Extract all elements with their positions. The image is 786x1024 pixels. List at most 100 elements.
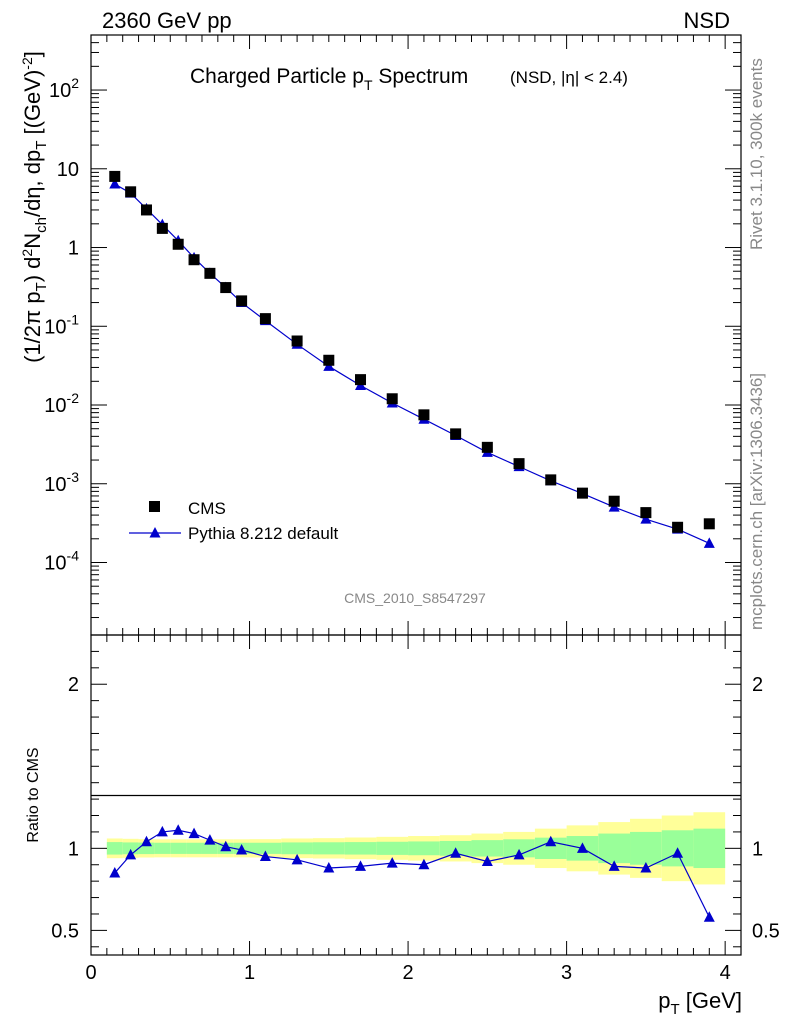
- main-panel: 10-4 10-3 10-2 10-1 1 10 102 Charged Particle …: [19, 34, 742, 636]
- ratio-band-inner: [122, 842, 139, 855]
- ratio-xtick-label: 2: [403, 962, 414, 984]
- point-cms: [513, 458, 525, 470]
- ratio-point-pythia: [418, 858, 430, 870]
- ratio-band-inner: [138, 842, 155, 855]
- point-cms: [125, 186, 137, 198]
- ratio-point-pythia: [450, 847, 462, 858]
- ratio-panel: 0.5 0.5 1 1 2 2 0 1 2 3 4 Ratio to CMS pT [GeV]: [25, 634, 780, 1018]
- ratio-band-inner: [170, 842, 187, 854]
- ratio-band-inner: [106, 842, 123, 855]
- point-cms: [545, 474, 557, 486]
- legend-label-cms: CMS: [188, 499, 226, 518]
- main-watermark: CMS_2010_S8547297: [344, 590, 486, 606]
- ratio-ytick-label-right: 1: [752, 838, 763, 860]
- main-chart-title-suffix: (NSD, |η| < 2.4): [510, 68, 628, 87]
- ratio-xtick-label: 0: [85, 962, 96, 984]
- main-series: [109, 170, 715, 548]
- ratio-point-pythia: [545, 835, 557, 847]
- ratio-xtick-label: 4: [720, 962, 731, 984]
- legend-marker-cms: [149, 501, 160, 512]
- ratio-band-inner: [312, 842, 345, 855]
- ratio-band-inner: [408, 841, 440, 856]
- point-cms: [220, 282, 232, 294]
- point-cms: [259, 313, 271, 325]
- ratio-band-inner: [186, 842, 202, 854]
- ratio-band-inner: [344, 842, 377, 855]
- point-pythia: [109, 178, 121, 189]
- ratio-bands: [106, 812, 726, 885]
- header-right: NSD: [684, 8, 730, 33]
- ratio-point-pythia: [386, 857, 398, 868]
- point-pythia: [640, 513, 652, 524]
- main-plot-frame: [90, 34, 742, 636]
- ratio-point-pythia: [291, 853, 303, 865]
- point-cms: [188, 254, 200, 266]
- ratio-band-inner: [201, 842, 218, 854]
- main-chart-title: Charged Particle pT Spectrum: [190, 65, 468, 93]
- main-ytick-label: 10: [57, 159, 79, 181]
- ratio-point-pythia: [140, 835, 152, 847]
- ratio-ytick-label-left: 0.5: [51, 920, 79, 942]
- point-cms: [576, 487, 588, 499]
- rivet-version-text: Rivet 3.1.10, 300k events: [747, 58, 766, 250]
- ratio-band-inner: [281, 842, 313, 855]
- ratio-point-pythia: [125, 848, 137, 860]
- ratio-ytick-label-right: 2: [752, 674, 763, 696]
- ratio-band-inner: [503, 839, 535, 858]
- ratio-point-pythia: [204, 834, 216, 845]
- ratio-series: [109, 824, 715, 922]
- point-cms: [291, 335, 303, 347]
- main-ytick-labels: 10-4 10-3 10-2 10-1 1 10 102: [44, 75, 79, 574]
- legend: CMS Pythia 8.212 default: [129, 499, 339, 543]
- ratio-point-pythia: [259, 850, 271, 862]
- ratio-y-axis-label: Ratio to CMS: [25, 747, 42, 842]
- main-y-axis-label: (1/2π pT) d2Nch/dη, dpT [(GeV)-2]: [19, 51, 50, 363]
- ratio-point-pythia: [156, 825, 168, 837]
- ratio-band-inner: [376, 841, 409, 855]
- main-ytick-label: 102: [49, 75, 79, 102]
- ratio-point-pythia: [109, 866, 121, 878]
- point-cms: [204, 267, 216, 279]
- series-line-pythia: [114, 183, 710, 544]
- x-axis-label: pT [GeV]: [658, 988, 742, 1018]
- ratio-band-inner: [598, 833, 631, 864]
- point-cms: [355, 374, 367, 386]
- ratio-xtick-label: 3: [561, 962, 572, 984]
- ratio-point-pythia: [513, 848, 525, 860]
- point-cms: [172, 238, 184, 250]
- mcplots-reference-text: mcplots.cern.ch [arXiv:1306.3436]: [747, 373, 766, 630]
- point-cms: [156, 222, 168, 234]
- ratio-point-pythia: [236, 843, 248, 855]
- point-cms: [109, 170, 121, 182]
- legend-label-pythia: Pythia 8.212 default: [188, 524, 339, 543]
- point-cms: [672, 521, 684, 533]
- point-cms: [418, 409, 430, 421]
- point-pythia: [703, 537, 715, 548]
- ratio-point-pythia: [703, 911, 715, 922]
- point-cms: [323, 354, 335, 366]
- main-ytick-label: 10-4: [44, 547, 79, 574]
- ratio-ytick-label-left: 1: [68, 838, 79, 860]
- legend-marker-pythia: [149, 527, 161, 538]
- ratio-point-pythia: [172, 824, 184, 835]
- point-cms: [481, 441, 493, 453]
- ratio-band-inner: [471, 840, 504, 857]
- ratio-ytick-label-left: 2: [68, 674, 79, 696]
- point-cms: [703, 518, 715, 530]
- ratio-band-inner: [693, 828, 726, 869]
- ratio-point-pythia: [188, 827, 200, 839]
- point-cms: [386, 393, 398, 405]
- main-ytick-label: 1: [68, 238, 79, 260]
- ratio-point-pythia: [220, 840, 232, 852]
- ratio-ytick-label-right: 0.5: [752, 920, 780, 942]
- point-cms: [140, 204, 152, 216]
- ratio-point-pythia: [640, 862, 652, 873]
- ratio-ticks: 0.5 0.5 1 1 2 2 0 1 2 3 4: [51, 635, 780, 984]
- ratio-point-pythia: [672, 847, 684, 858]
- main-xticks: [90, 35, 742, 635]
- ratio-point-pythia: [355, 860, 367, 871]
- ratio-band-inner: [249, 842, 282, 854]
- ratio-point-pythia: [481, 855, 493, 866]
- point-cms: [236, 295, 248, 307]
